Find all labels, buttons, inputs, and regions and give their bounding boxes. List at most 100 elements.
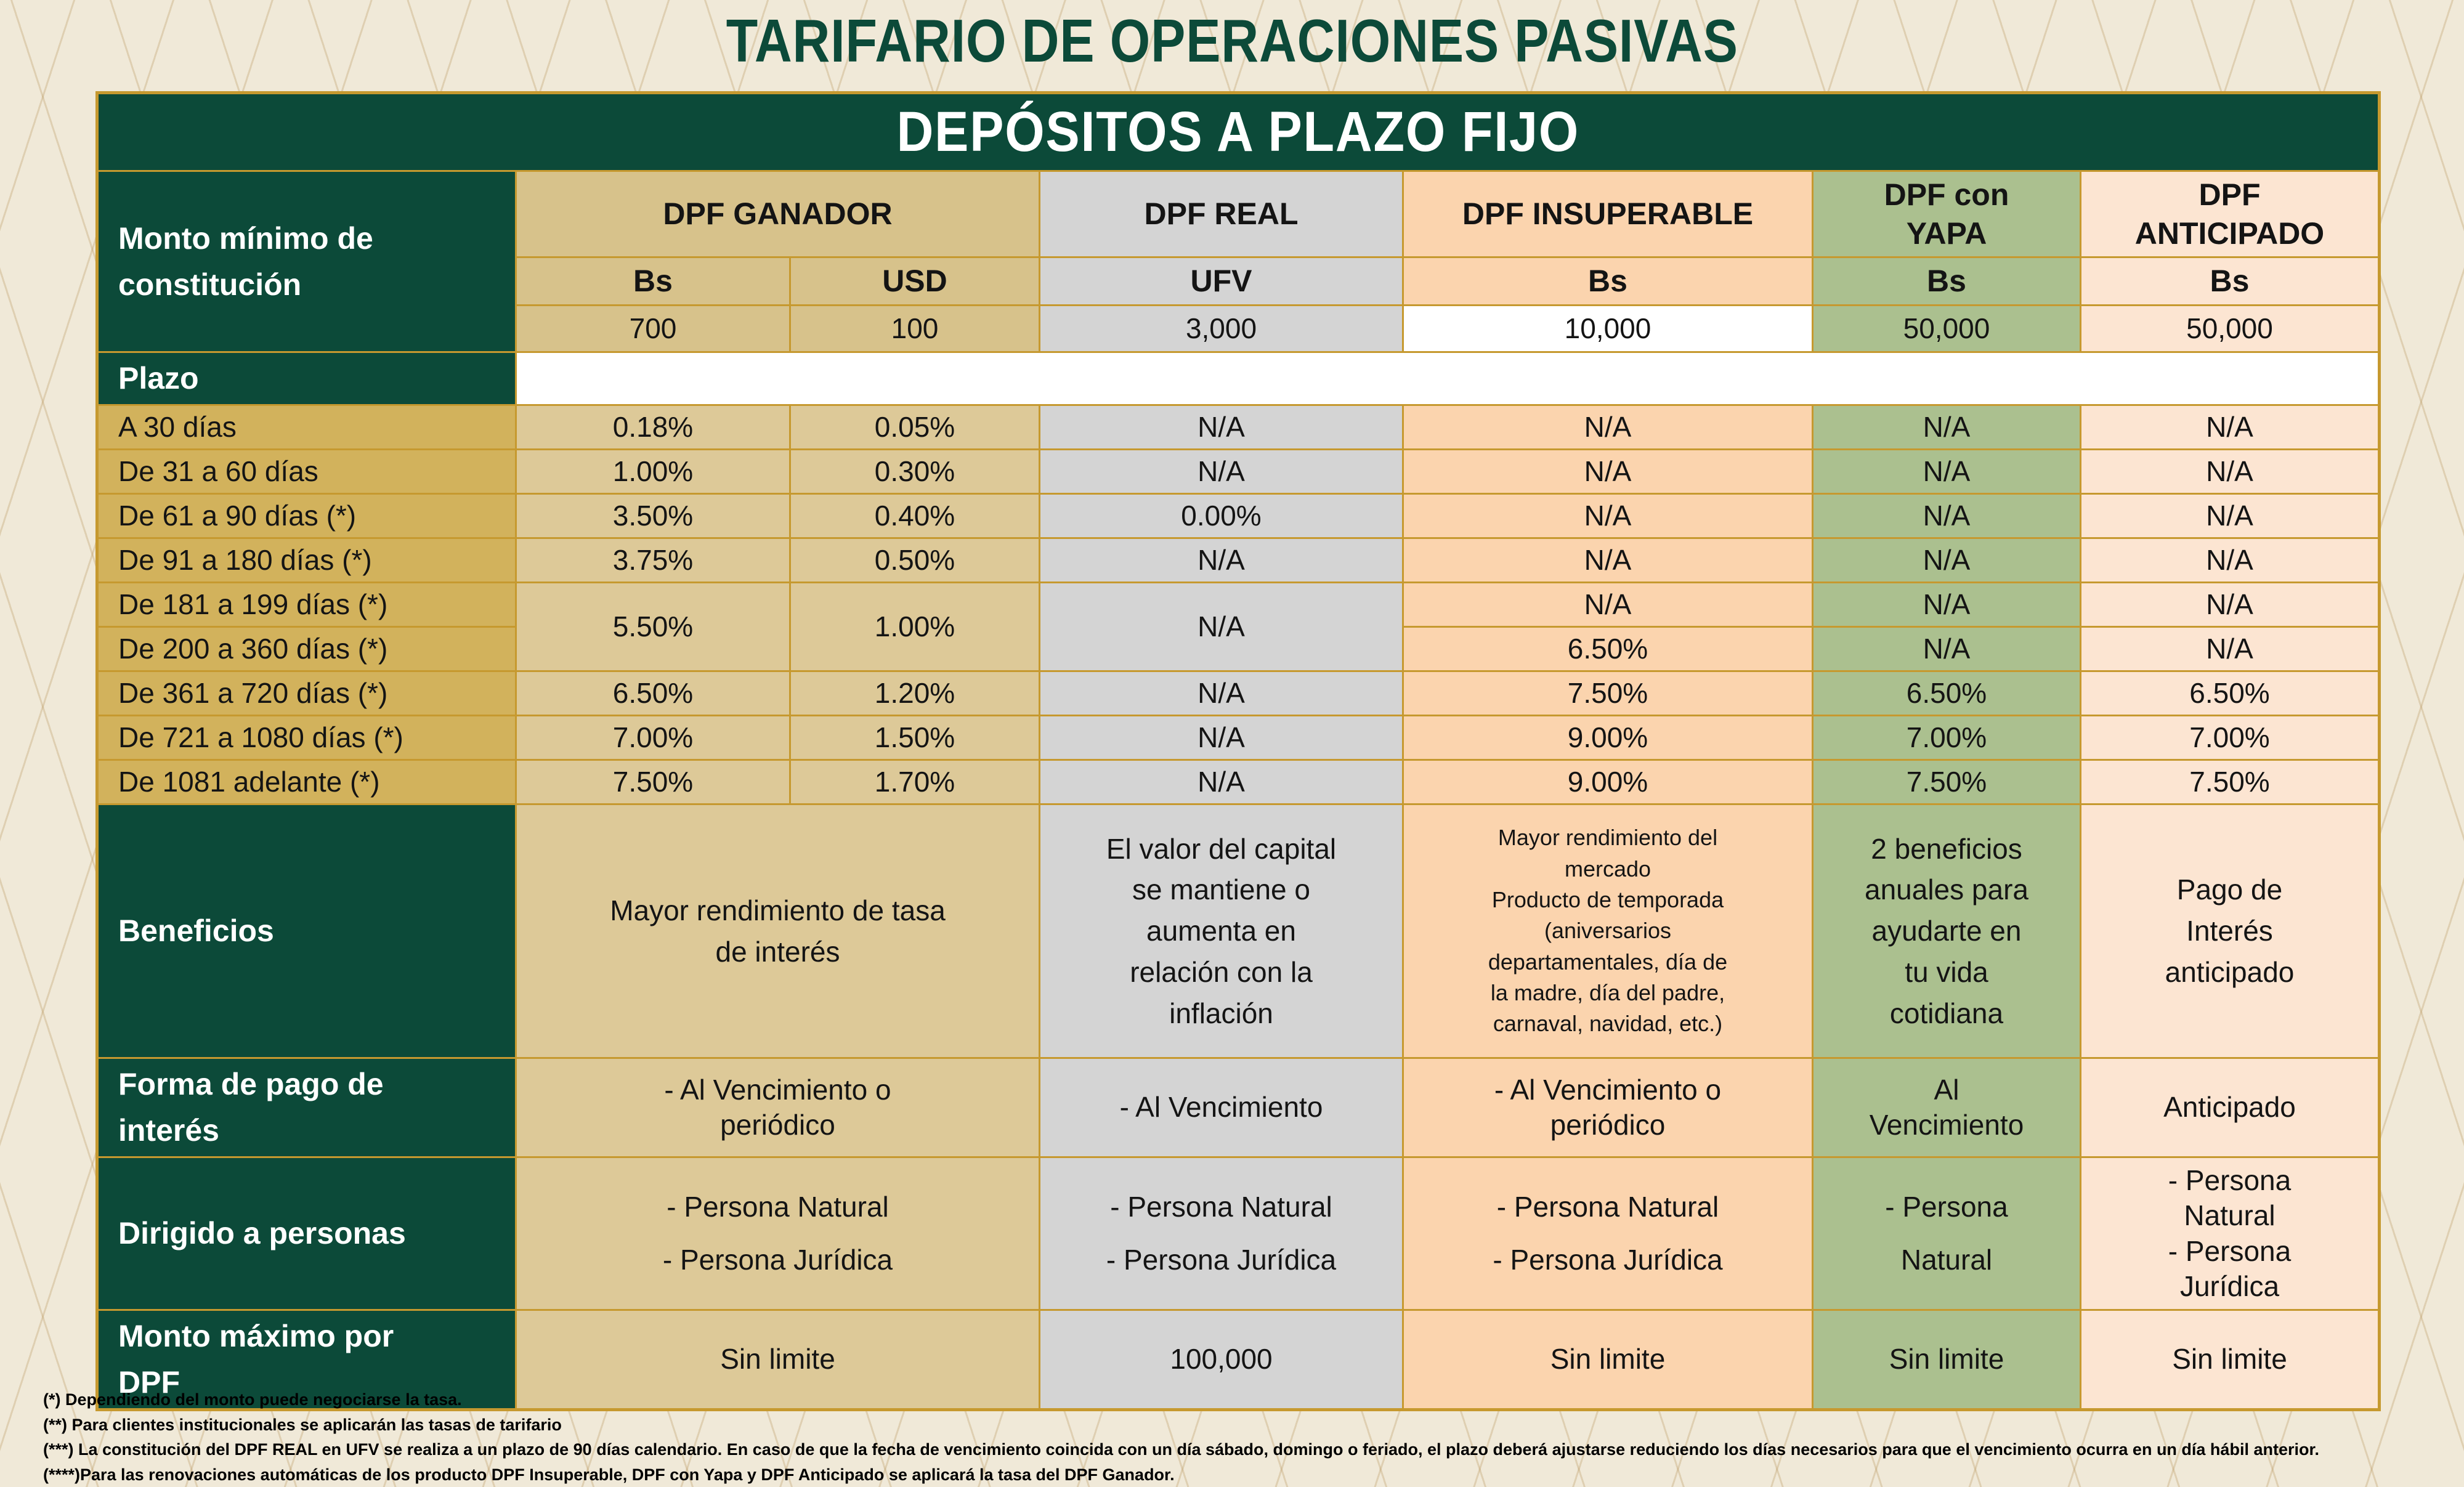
forma-pago-yapa: Al Vencimiento bbox=[1812, 1057, 2081, 1158]
min-amount-insuperable-bs: 10,000 bbox=[1402, 304, 1814, 353]
rate-cell: N/A bbox=[1812, 448, 2081, 495]
rate-cell: 7.50% bbox=[1402, 670, 1814, 716]
rate-cell: 6.50% bbox=[1812, 670, 2081, 716]
beneficios-anticipado: Pago de Interés anticipado bbox=[2080, 803, 2380, 1059]
rate-cell: N/A bbox=[2080, 493, 2380, 539]
beneficios-label: Beneficios bbox=[96, 803, 517, 1059]
plazo-row-label: De 721 a 1080 días (*) bbox=[96, 715, 517, 761]
monto-maximo-label: Monto máximo por DPF bbox=[96, 1309, 517, 1411]
plazo-row-label: De 31 a 60 días bbox=[96, 448, 517, 495]
dirigido-yapa: - Persona Natural bbox=[1812, 1156, 2081, 1311]
min-amount-yapa-bs: 50,000 bbox=[1812, 304, 2081, 353]
product-header-dpf-insuperable: DPF INSUPERABLE bbox=[1402, 170, 1814, 258]
footnote-2: (**) Para clientes institucionales se ap… bbox=[43, 1415, 562, 1434]
product-header-dpf-ganador: DPF GANADOR bbox=[515, 170, 1040, 258]
rate-cell-merged: 5.50% bbox=[515, 581, 791, 672]
beneficios-real: El valor del capital se mantiene o aumen… bbox=[1039, 803, 1404, 1059]
monto-maximo-real: 100,000 bbox=[1039, 1309, 1404, 1411]
rate-cell: N/A bbox=[1402, 581, 1814, 628]
product-header-dpf-con-yapa: DPF con YAPA bbox=[1812, 170, 2081, 258]
rate-cell: N/A bbox=[1039, 537, 1404, 583]
dirigido-insuperable: - Persona Natural - Persona Jurídica bbox=[1402, 1156, 1814, 1311]
plazo-spacer bbox=[515, 351, 2380, 406]
dirigido-anticipado: - Persona Natural - Persona Jurídica bbox=[2080, 1156, 2380, 1311]
currency-ganador-bs: Bs bbox=[515, 256, 791, 306]
rate-cell: N/A bbox=[1402, 448, 1814, 495]
rate-cell: 1.00% bbox=[515, 448, 791, 495]
rate-cell: 7.50% bbox=[1812, 759, 2081, 805]
rate-cell: 7.50% bbox=[515, 759, 791, 805]
beneficios-insuperable: Mayor rendimiento del mercado Producto d… bbox=[1402, 803, 1814, 1059]
plazo-section-label: Plazo bbox=[96, 351, 517, 406]
product-header-dpf-anticipado: DPF ANTICIPADO bbox=[2080, 170, 2380, 258]
rate-cell: 0.40% bbox=[789, 493, 1040, 539]
forma-pago-insuperable: - Al Vencimiento o periódico bbox=[1402, 1057, 1814, 1158]
footnote-3: (***) La constitución del DPF REAL en UF… bbox=[43, 1440, 2319, 1459]
min-amount-anticipado-bs: 50,000 bbox=[2080, 304, 2380, 353]
beneficios-ganador: Mayor rendimiento de tasa de interés bbox=[515, 803, 1040, 1059]
rate-cell: N/A bbox=[2080, 404, 2380, 450]
forma-pago-ganador: - Al Vencimiento o periódico bbox=[515, 1057, 1040, 1158]
min-amount-real-ufv: 3,000 bbox=[1039, 304, 1404, 353]
min-amount-ganador-bs: 700 bbox=[515, 304, 791, 353]
page-title: TARIFARIO DE OPERACIONES PASIVAS bbox=[0, 6, 2464, 76]
page-title-text: TARIFARIO DE OPERACIONES PASIVAS bbox=[726, 7, 1738, 75]
currency-yapa-bs: Bs bbox=[1812, 256, 2081, 306]
rate-cell: 0.18% bbox=[515, 404, 791, 450]
currency-real-ufv: UFV bbox=[1039, 256, 1404, 306]
plazo-row-label: De 1081 adelante (*) bbox=[96, 759, 517, 805]
forma-pago-real: - Al Vencimiento bbox=[1039, 1057, 1404, 1158]
rate-cell: N/A bbox=[1039, 448, 1404, 495]
rate-cell: N/A bbox=[1812, 626, 2081, 672]
rate-cell: N/A bbox=[1812, 581, 2081, 628]
plazo-row-label: De 181 a 199 días (*) bbox=[96, 581, 517, 628]
table-banner-text: DEPÓSITOS A PLAZO FIJO bbox=[896, 100, 1580, 163]
rate-cell: N/A bbox=[1812, 537, 2081, 583]
plazo-row-label: De 361 a 720 días (*) bbox=[96, 670, 517, 716]
rate-cell: 0.30% bbox=[789, 448, 1040, 495]
rate-cell: N/A bbox=[1402, 493, 1814, 539]
rate-cell: N/A bbox=[1402, 537, 1814, 583]
rate-cell: 7.50% bbox=[2080, 759, 2380, 805]
dirigido-ganador: - Persona Natural - Persona Jurídica bbox=[515, 1156, 1040, 1311]
currency-insuperable-bs: Bs bbox=[1402, 256, 1814, 306]
rate-cell: 0.05% bbox=[789, 404, 1040, 450]
rate-cell: 9.00% bbox=[1402, 759, 1814, 805]
monto-maximo-insuperable: Sin limite bbox=[1402, 1309, 1814, 1411]
rate-cell-merged: N/A bbox=[1039, 581, 1404, 672]
rate-cell: N/A bbox=[1812, 493, 2081, 539]
monto-maximo-ganador: Sin limite bbox=[515, 1309, 1040, 1411]
rate-cell: 3.75% bbox=[515, 537, 791, 583]
rate-cell: 6.50% bbox=[2080, 670, 2380, 716]
rate-cell: 6.50% bbox=[1402, 626, 1814, 672]
rate-cell: N/A bbox=[1039, 759, 1404, 805]
rate-cell: 0.50% bbox=[789, 537, 1040, 583]
forma-pago-anticipado: Anticipado bbox=[2080, 1057, 2380, 1158]
rate-cell: 9.00% bbox=[1402, 715, 1814, 761]
product-header-dpf-real: DPF REAL bbox=[1039, 170, 1404, 258]
plazo-row-label: De 200 a 360 días (*) bbox=[96, 626, 517, 672]
min-amount-ganador-usd: 100 bbox=[789, 304, 1040, 353]
plazo-row-label: A 30 días bbox=[96, 404, 517, 450]
dirigido-real: - Persona Natural - Persona Jurídica bbox=[1039, 1156, 1404, 1311]
rate-cell: 7.00% bbox=[2080, 715, 2380, 761]
plazo-row-label: De 91 a 180 días (*) bbox=[96, 537, 517, 583]
beneficios-yapa: 2 beneficios anuales para ayudarte en tu… bbox=[1812, 803, 2081, 1059]
footnotes: (*) Dependiendo del monto puede negociar… bbox=[43, 1387, 2439, 1487]
tariff-table: DEPÓSITOS A PLAZO FIJO Monto mínimo de c… bbox=[95, 91, 2381, 1411]
rate-cell: N/A bbox=[1039, 404, 1404, 450]
rate-cell: 6.50% bbox=[515, 670, 791, 716]
rate-cell: N/A bbox=[1039, 715, 1404, 761]
dirigido-label: Dirigido a personas bbox=[96, 1156, 517, 1311]
table-banner: DEPÓSITOS A PLAZO FIJO bbox=[96, 92, 2380, 172]
rate-cell: 3.50% bbox=[515, 493, 791, 539]
rate-cell: 1.70% bbox=[789, 759, 1040, 805]
rate-cell: N/A bbox=[2080, 537, 2380, 583]
currency-ganador-usd: USD bbox=[789, 256, 1040, 306]
rate-cell: 1.50% bbox=[789, 715, 1040, 761]
rate-cell: 7.00% bbox=[515, 715, 791, 761]
footnote-4: (****)Para las renovaciones automáticas … bbox=[43, 1465, 1175, 1484]
rate-cell: N/A bbox=[2080, 448, 2380, 495]
rate-cell: 7.00% bbox=[1812, 715, 2081, 761]
rate-cell: N/A bbox=[2080, 626, 2380, 672]
